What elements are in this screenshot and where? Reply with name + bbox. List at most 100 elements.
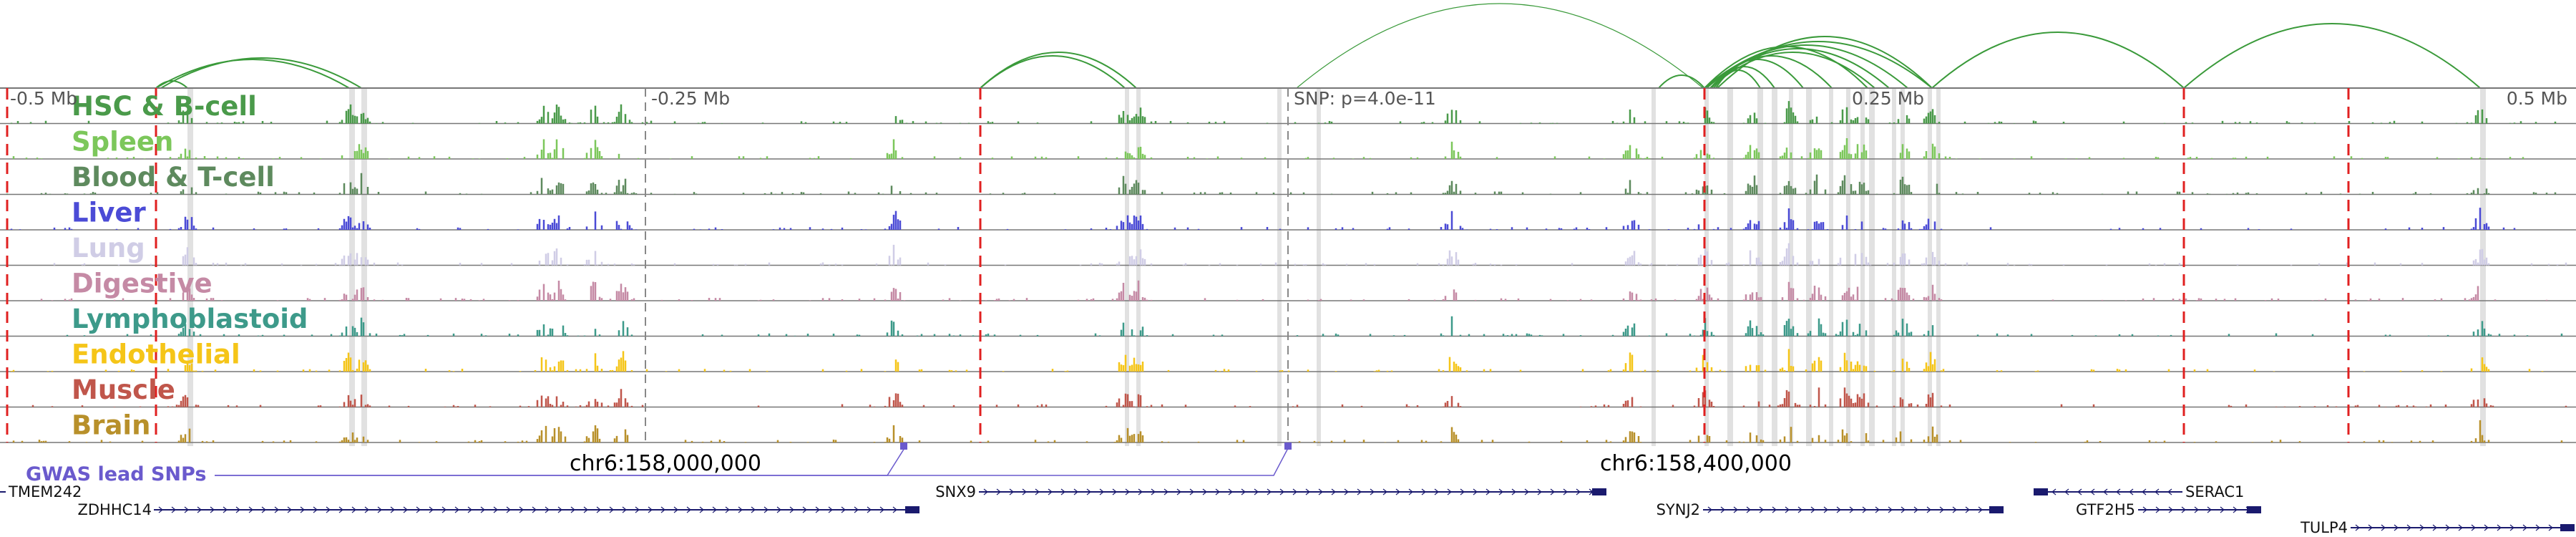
track-signal: [12, 420, 2563, 442]
chromatin-loop-arc: [2183, 23, 2481, 89]
strand-chevrons: [2355, 524, 2566, 531]
track-label: Muscle: [72, 374, 175, 405]
strand-chevrons: [158, 506, 910, 513]
highlight-band: [1136, 88, 1141, 446]
highlight-band: [1125, 88, 1129, 446]
gwas-link-line: [215, 448, 1289, 476]
track-label: Endothelial: [72, 339, 240, 370]
highlight-band: [349, 88, 355, 446]
strand-chevrons: [1707, 506, 1996, 513]
highlight-band: [1317, 88, 1321, 446]
track-label: Lung: [72, 233, 145, 263]
highlight-band: [1860, 88, 1865, 446]
chromatin-loop-arc: [1704, 46, 1868, 89]
track-label: Liver: [72, 198, 146, 228]
gene-exon: [905, 506, 919, 513]
gene-exon: [2034, 488, 2048, 495]
chromosome-position-label: chr6:158,400,000: [1600, 451, 1792, 476]
coordinate-label: 0.25 Mb: [1852, 88, 1924, 109]
track-signal: [8, 387, 2567, 407]
gene-zdhhc14[interactable]: ZDHHC14: [77, 501, 919, 518]
highlight-band: [1727, 88, 1733, 446]
coordinate-labels: -0.5 Mb -0.25 Mb SNP: p=4.0e-11 0.25 Mb 0.5 …: [10, 88, 2567, 109]
highlight-band: [1869, 88, 1875, 446]
gene-label: ZDHHC14: [77, 501, 152, 518]
gene-exon: [2560, 524, 2575, 531]
highlight-band: [1829, 88, 1833, 446]
highlight-band: [1936, 88, 1941, 446]
coordinate-label: -0.5 Mb: [10, 88, 77, 109]
gwas-snp-marker: [1284, 442, 1292, 450]
chromatin-loop-arc: [1713, 66, 1775, 89]
track-signal: [10, 101, 2557, 124]
chromatin-loop-arc: [1296, 3, 1704, 89]
track-signal: [10, 349, 2544, 372]
gene-label: TULP4: [2300, 519, 2348, 536]
track-label: Lymphoblastoid: [72, 304, 308, 334]
chromatin-loop-arc: [1717, 36, 1933, 89]
track-signal: [6, 173, 2557, 195]
coordinate-label: 0.5 Mb: [2507, 88, 2567, 109]
highlight-band: [2480, 88, 2486, 446]
vertical-marker-lines: [6, 88, 2350, 442]
highlight-band: [1757, 88, 1763, 446]
chromatin-loop-arc: [1931, 32, 2185, 89]
chromatin-loop-arc: [1658, 74, 1705, 89]
chromatin-loop-arc: [980, 55, 1126, 89]
chromatin-loop-arc: [160, 57, 362, 89]
highlight-band: [1789, 88, 1793, 446]
track-label: Brain: [72, 410, 150, 441]
tissue-tracks: [0, 87, 2576, 443]
gene-label: SNX9: [935, 483, 976, 500]
gene-synj2[interactable]: SYNJ2: [1657, 501, 2004, 518]
highlight-band: [187, 88, 193, 446]
coordinate-label: SNP: p=4.0e-11: [1294, 88, 1436, 109]
chromatin-loop-arc: [1715, 69, 1761, 89]
track-digestive: [0, 280, 2576, 301]
track-signal: [40, 280, 2548, 301]
track-label: HSC & B-cell: [72, 91, 257, 122]
track-label: Spleen: [72, 127, 173, 158]
highlight-band: [1277, 88, 1282, 446]
strand-chevrons: [983, 488, 1594, 495]
gene-exon: [1989, 506, 2004, 513]
gwas-link-line: [215, 448, 905, 476]
track-label: Blood & T-cell: [72, 162, 275, 193]
highlight-band: [1772, 88, 1777, 446]
track-liver: [0, 208, 2576, 231]
gene-tmem242[interactable]: TMEM242: [0, 483, 82, 500]
chromatin-loop-arc: [980, 52, 1137, 89]
gene-label: GTF2H5: [2076, 501, 2135, 518]
highlight-band: [1892, 88, 1896, 446]
gene-label: SYNJ2: [1657, 501, 1700, 518]
track-signal: [53, 243, 2567, 266]
highlight-band: [1846, 88, 1850, 446]
highlight-band: [361, 88, 367, 446]
chromosome-position-label: chr6:158,000,000: [570, 451, 761, 476]
gene-label: SERAC1: [2185, 483, 2244, 500]
gene-gtf2h5[interactable]: GTF2H5: [2076, 501, 2261, 518]
highlight-band: [1928, 88, 1932, 446]
gene-snx9[interactable]: SNX9: [935, 483, 1606, 500]
track-signal: [10, 208, 2516, 230]
highlight-band: [1901, 88, 1905, 446]
gene-serac1[interactable]: SERAC1: [2034, 483, 2244, 500]
highlight-band: [1704, 88, 1709, 446]
highlight-bands: [187, 88, 2486, 446]
gene-exon: [2247, 506, 2261, 513]
gwas-snp-marker: [900, 442, 907, 450]
track-signal: [12, 138, 2524, 159]
track-spleen: [0, 138, 2576, 160]
chromatin-loop-arcs: [155, 3, 2481, 89]
track-label: Digestive: [72, 268, 213, 299]
gene-label: TMEM242: [8, 483, 82, 500]
highlight-band: [1806, 88, 1812, 446]
coordinate-label: -0.25 Mb: [651, 88, 730, 109]
chromatin-loop-arc: [155, 59, 350, 89]
chromatin-loop-arc: [1711, 59, 1804, 89]
gene-exon: [1592, 488, 1606, 495]
track-endothelial: [0, 349, 2576, 372]
gene-tulp4[interactable]: TULP4: [2300, 519, 2575, 536]
